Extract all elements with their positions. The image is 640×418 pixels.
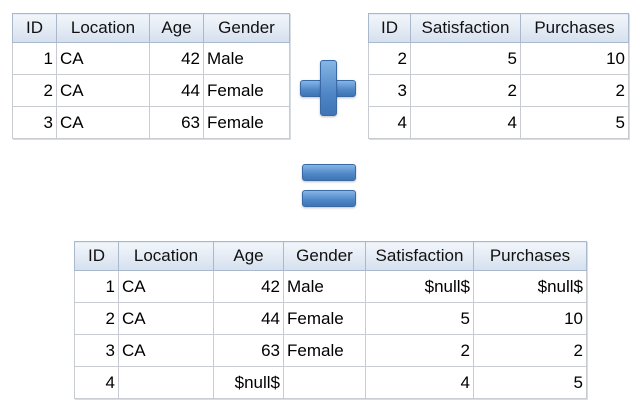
column-header-purchases[interactable]: Purchases [520, 13, 629, 43]
cell-satisfaction[interactable]: 4 [365, 366, 474, 399]
equals-icon [302, 162, 356, 210]
cell-id[interactable]: 3 [74, 334, 119, 367]
column-header-age[interactable]: Age [213, 241, 284, 271]
table-row: 2 CA 44 Female [12, 74, 290, 107]
cell-location[interactable]: CA [56, 74, 150, 107]
cell-location[interactable]: CA [118, 302, 214, 335]
table-row: 4 $null$ 4 5 [74, 366, 587, 399]
cell-location[interactable]: CA [56, 106, 150, 139]
cell-gender[interactable]: Female [203, 106, 290, 139]
cell-id[interactable]: 3 [12, 106, 57, 139]
table-row: 3 CA 63 Female [12, 106, 290, 139]
cell-purchases[interactable]: $null$ [473, 270, 587, 303]
table-row: 3 CA 63 Female 2 2 [74, 334, 587, 367]
column-header-location[interactable]: Location [118, 241, 214, 271]
cell-age[interactable]: 44 [213, 302, 284, 335]
cell-id[interactable]: 3 [368, 74, 411, 107]
cell-satisfaction[interactable]: 2 [365, 334, 474, 367]
plus-icon-vertical-bar [320, 60, 337, 116]
cell-satisfaction[interactable]: $null$ [365, 270, 474, 303]
column-header-gender[interactable]: Gender [203, 13, 290, 43]
header-row: ID Satisfaction Purchases [368, 13, 629, 43]
header-row: ID Location Age Gender Satisfaction Purc… [74, 241, 587, 271]
cell-gender[interactable]: Male [283, 270, 366, 303]
cell-age[interactable]: 44 [149, 74, 204, 107]
cell-satisfaction[interactable]: 5 [410, 42, 521, 75]
column-header-satisfaction[interactable]: Satisfaction [410, 13, 521, 43]
cell-gender[interactable]: Female [283, 334, 366, 367]
cell-purchases[interactable]: 10 [473, 302, 587, 335]
cell-age[interactable]: $null$ [213, 366, 284, 399]
cell-purchases[interactable]: 2 [520, 74, 629, 107]
cell-id[interactable]: 4 [368, 106, 411, 139]
cell-location[interactable] [118, 366, 214, 399]
column-header-id[interactable]: ID [368, 13, 411, 43]
cell-satisfaction[interactable]: 5 [365, 302, 474, 335]
cell-age[interactable]: 42 [149, 42, 204, 75]
column-header-purchases[interactable]: Purchases [473, 241, 587, 271]
cell-gender[interactable]: Female [203, 74, 290, 107]
table-merged: ID Location Age Gender Satisfaction Purc… [74, 241, 587, 399]
column-header-location[interactable]: Location [56, 13, 150, 43]
column-header-id[interactable]: ID [74, 241, 119, 271]
cell-satisfaction[interactable]: 4 [410, 106, 521, 139]
column-header-id[interactable]: ID [12, 13, 57, 43]
cell-purchases[interactable]: 5 [520, 106, 629, 139]
cell-location[interactable]: CA [118, 270, 214, 303]
cell-purchases[interactable]: 5 [473, 366, 587, 399]
cell-age[interactable]: 63 [149, 106, 204, 139]
cell-purchases[interactable]: 2 [473, 334, 587, 367]
cell-id[interactable]: 1 [74, 270, 119, 303]
equals-icon-bottom-bar [302, 190, 356, 207]
table-row: 1 CA 42 Male $null$ $null$ [74, 270, 587, 303]
table-survey: ID Satisfaction Purchases 2 5 10 3 2 2 4… [368, 13, 629, 139]
cell-id[interactable]: 1 [12, 42, 57, 75]
cell-gender[interactable]: Male [203, 42, 290, 75]
table-row: 3 2 2 [368, 74, 629, 107]
equals-icon-top-bar [302, 164, 356, 181]
table-row: 4 4 5 [368, 106, 629, 139]
cell-gender[interactable]: Female [283, 302, 366, 335]
table-row: 1 CA 42 Male [12, 42, 290, 75]
table-row: 2 5 10 [368, 42, 629, 75]
cell-id[interactable]: 4 [74, 366, 119, 399]
cell-location[interactable]: CA [118, 334, 214, 367]
column-header-age[interactable]: Age [149, 13, 204, 43]
cell-gender[interactable] [283, 366, 366, 399]
table-row: 2 CA 44 Female 5 10 [74, 302, 587, 335]
table-demographics: ID Location Age Gender 1 CA 42 Male 2 CA… [12, 13, 290, 139]
cell-id[interactable]: 2 [368, 42, 411, 75]
cell-age[interactable]: 42 [213, 270, 284, 303]
column-header-gender[interactable]: Gender [283, 241, 366, 271]
cell-satisfaction[interactable]: 2 [410, 74, 521, 107]
column-header-satisfaction[interactable]: Satisfaction [365, 241, 474, 271]
plus-icon [300, 60, 356, 116]
cell-purchases[interactable]: 10 [520, 42, 629, 75]
cell-id[interactable]: 2 [12, 74, 57, 107]
header-row: ID Location Age Gender [12, 13, 290, 43]
cell-id[interactable]: 2 [74, 302, 119, 335]
cell-location[interactable]: CA [56, 42, 150, 75]
cell-age[interactable]: 63 [213, 334, 284, 367]
